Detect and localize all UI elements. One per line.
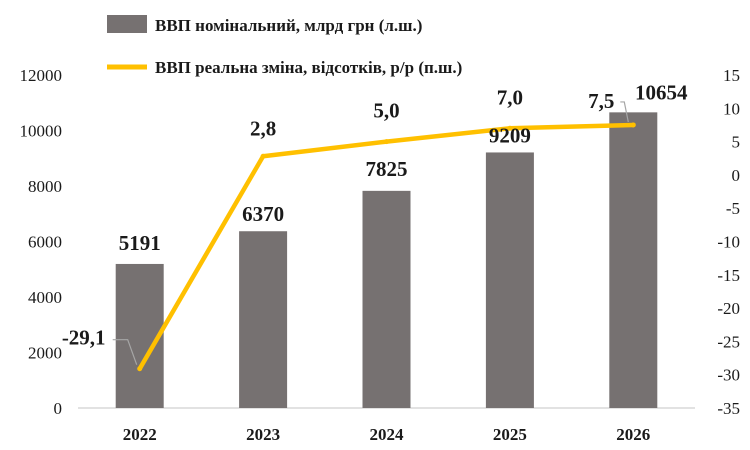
bar (362, 190, 411, 408)
leader-line (112, 339, 138, 365)
bar-series (115, 112, 658, 408)
line-point (137, 366, 143, 372)
right-tick-label: -10 (717, 233, 740, 252)
bar-data-labels: 5191 6370 7825 9209 10654 (119, 80, 688, 255)
right-tick-label: 10 (723, 99, 740, 118)
line-point (630, 122, 636, 128)
right-tick-label: -15 (717, 266, 740, 285)
line-data-label: 5,0 (373, 99, 399, 123)
line-point (260, 153, 266, 159)
bar (239, 231, 288, 408)
line-point (384, 139, 389, 145)
right-tick-label: -25 (717, 332, 740, 351)
left-tick-label: 4000 (28, 288, 62, 307)
bar (609, 112, 658, 408)
category-axis: 2022 2023 2024 2025 2026 (123, 425, 651, 444)
right-tick-label: -30 (717, 366, 740, 385)
right-tick-label: -5 (726, 199, 740, 218)
right-tick-label: -35 (717, 399, 740, 418)
line-data-label: 7,0 (497, 85, 523, 109)
right-tick-label: -20 (717, 299, 740, 318)
bar-data-label: 6370 (242, 202, 284, 226)
line-data-labels: -29,1 2,8 5,0 7,0 7,5 (62, 85, 629, 365)
legend-bar-label: ВВП номінальний, млрд грн (л.ш.) (155, 16, 422, 35)
right-tick-label: 5 (732, 133, 741, 152)
line-data-label: 2,8 (250, 116, 276, 140)
line-data-label: 7,5 (588, 89, 614, 113)
legend-line-label: ВВП реальна зміна, відсотків, р/р (п.ш.) (155, 58, 462, 77)
legend-bar-swatch (107, 15, 147, 33)
category-label: 2026 (616, 425, 650, 444)
category-label: 2025 (493, 425, 527, 444)
bar (115, 263, 164, 408)
bar-data-label: 7825 (366, 157, 408, 181)
left-tick-label: 2000 (28, 344, 62, 363)
category-label: 2023 (246, 425, 280, 444)
left-tick-label: 8000 (28, 177, 62, 196)
leader-line (620, 101, 629, 123)
bar-data-label: 10654 (635, 80, 688, 104)
left-tick-label: 12000 (20, 66, 63, 85)
left-tick-label: 6000 (28, 233, 62, 252)
right-tick-label: 15 (723, 66, 740, 85)
bar-data-label: 9209 (489, 123, 531, 147)
line-data-label: -29,1 (62, 326, 106, 350)
right-axis: -35 -30 -25 -20 -15 -10 -5 0 5 10 15 (717, 66, 740, 418)
left-tick-label: 0 (54, 399, 63, 418)
left-axis: 0 2000 4000 6000 8000 10000 12000 (20, 66, 63, 418)
line-point (507, 125, 513, 131)
category-label: 2024 (370, 425, 405, 444)
right-tick-label: 0 (732, 166, 741, 185)
bar-data-label: 5191 (119, 231, 161, 255)
bar (485, 152, 534, 408)
legend: ВВП номінальний, млрд грн (л.ш.) ВВП реа… (107, 15, 462, 77)
line-series (137, 122, 636, 372)
category-label: 2022 (123, 425, 157, 444)
left-tick-label: 10000 (20, 122, 63, 141)
